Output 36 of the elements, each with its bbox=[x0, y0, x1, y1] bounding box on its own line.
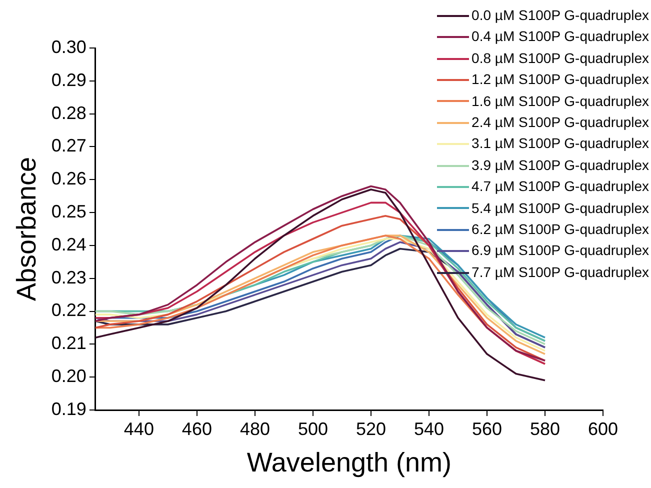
y-tick-label: 0.26 bbox=[51, 168, 86, 189]
legend-label: 1.6 µM S100P G-quadruplex bbox=[472, 92, 649, 111]
legend-label: 3.1 µM S100P G-quadruplex bbox=[472, 134, 649, 154]
x-tick-label: 440 bbox=[124, 418, 154, 439]
y-tick-label: 0.20 bbox=[51, 366, 86, 386]
legend-label: 5.4 µM S100P G-quadruplex bbox=[472, 198, 649, 218]
y-tick-label: 0.23 bbox=[51, 267, 86, 288]
legend-label: 6.9 µM S100P G-quadruplex bbox=[472, 241, 649, 260]
legend-label: 4.7 µM S100P G-quadruplex bbox=[472, 177, 649, 196]
legend-label: 0.8 µM S100P G-quadruplex bbox=[472, 48, 649, 68]
x-tick-label: 460 bbox=[182, 418, 212, 439]
x-tick-label: 580 bbox=[530, 418, 560, 439]
y-tick-label: 0.30 bbox=[51, 36, 86, 57]
y-tick-label: 0.19 bbox=[51, 398, 86, 419]
y-tick-label: 0.24 bbox=[51, 234, 86, 254]
x-tick-label: 480 bbox=[240, 418, 270, 439]
y-tick-label: 0.22 bbox=[51, 300, 86, 320]
legend-label: 3.9 µM S100P G-quadruplex bbox=[472, 156, 649, 175]
x-axis-title: Wavelength (nm) bbox=[246, 447, 452, 478]
x-tick-label: 600 bbox=[588, 418, 618, 439]
legend-label: 2.4 µM S100P G-quadruplex bbox=[472, 113, 649, 132]
y-tick-label: 0.29 bbox=[51, 70, 86, 90]
y-axis-title: Absorbance bbox=[12, 156, 42, 302]
y-tick-label: 0.28 bbox=[51, 102, 86, 123]
x-tick-label: 560 bbox=[472, 418, 502, 439]
y-tick-label: 0.27 bbox=[51, 136, 86, 156]
legend-label: 0.0 µM S100P G-quadruplex bbox=[472, 6, 649, 25]
x-tick-label: 520 bbox=[356, 418, 386, 439]
legend-label: 7.7 µM S100P G-quadruplex bbox=[472, 262, 649, 282]
legend-label: 1.2 µM S100P G-quadruplex bbox=[472, 70, 649, 90]
y-tick-label: 0.25 bbox=[51, 202, 86, 222]
y-tick-label: 0.21 bbox=[51, 333, 86, 354]
x-tick-label: 500 bbox=[298, 418, 328, 439]
legend-label: 0.4 µM S100P G-quadruplex bbox=[472, 27, 649, 46]
x-tick-label: 540 bbox=[414, 418, 444, 439]
legend-label: 6.2 µM S100P G-quadruplex bbox=[472, 220, 649, 240]
